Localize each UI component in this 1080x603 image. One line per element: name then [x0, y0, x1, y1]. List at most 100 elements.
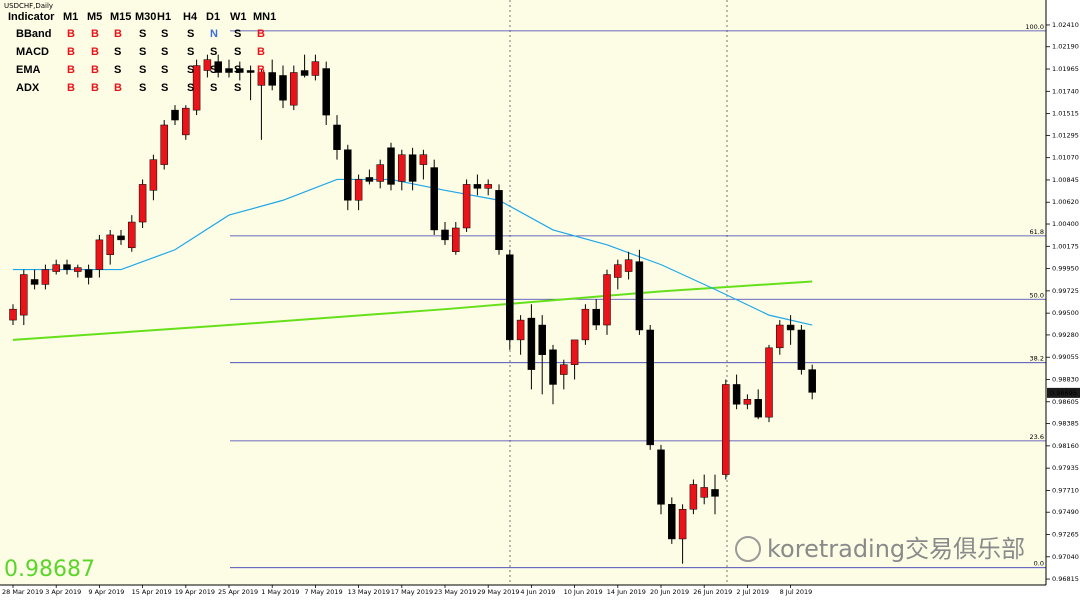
candle-body — [290, 72, 298, 106]
signal: B — [91, 82, 99, 94]
candle-body — [797, 329, 806, 370]
table-row-label: ADX — [16, 82, 40, 94]
plot-area — [0, 0, 1046, 585]
x-tick-label: 3 Apr 2019 — [45, 588, 81, 596]
candle-body — [182, 107, 190, 136]
y-tick-label: 0.99950 — [1052, 265, 1079, 273]
y-tick-label: 0.98605 — [1052, 398, 1079, 406]
candle-body — [117, 235, 125, 241]
y-tick-label: 0.97490 — [1052, 508, 1079, 516]
x-tick-label: 19 Apr 2019 — [175, 588, 215, 596]
candle-body — [192, 65, 201, 111]
watermark-logo — [735, 536, 761, 562]
last-price: 0.98695 — [1050, 389, 1077, 397]
candle-body — [657, 449, 665, 505]
candle-body — [624, 259, 633, 272]
candle-body — [754, 399, 762, 418]
table-header: Indicator — [8, 11, 55, 23]
candle-body — [689, 484, 698, 510]
signal: B — [114, 28, 122, 40]
bid-display: 0.98687 — [4, 557, 95, 582]
candle-body — [722, 384, 730, 475]
x-tick-label: 4 Jun 2019 — [520, 588, 555, 596]
y-tick-label: 0.99500 — [1052, 309, 1079, 317]
y-tick-label: 1.01070 — [1052, 154, 1079, 162]
candle-body — [376, 164, 384, 182]
x-tick-label: 9 Apr 2019 — [88, 588, 124, 596]
signal: S — [234, 64, 241, 76]
fib-label: 61.8 — [1030, 228, 1044, 236]
candle-body — [20, 274, 28, 316]
candle-body — [236, 68, 244, 73]
signal: B — [67, 64, 75, 76]
x-tick-label: 8 Jul 2019 — [780, 588, 813, 596]
signal: S — [161, 82, 168, 94]
candle-body — [322, 68, 330, 116]
y-tick-label: 0.99280 — [1052, 331, 1079, 339]
fib-label: 100.0 — [1025, 23, 1044, 31]
candle-body — [700, 487, 708, 498]
table-row-label: MACD — [16, 46, 49, 58]
y-tick-label: 1.01515 — [1052, 110, 1079, 118]
y-tick-label: 1.01965 — [1052, 65, 1079, 73]
candle-body — [592, 308, 600, 326]
x-tick-label: 13 May 2019 — [348, 588, 390, 596]
signal: S — [210, 46, 217, 58]
signal: S — [139, 28, 146, 40]
candle-body — [398, 154, 406, 182]
y-tick-label: 1.01740 — [1052, 87, 1079, 95]
y-tick-label: 1.00175 — [1052, 242, 1079, 250]
candle-body — [603, 274, 611, 326]
table-row-label: BBand — [16, 28, 51, 40]
table-header: D1 — [206, 11, 220, 23]
fib-label: 50.0 — [1030, 291, 1044, 299]
candle-body — [711, 489, 719, 497]
candle-body — [279, 75, 287, 101]
candle-body — [506, 254, 514, 341]
y-tick-label: 1.02190 — [1052, 43, 1079, 51]
candle-body — [635, 261, 644, 331]
x-tick-label: 17 May 2019 — [391, 588, 433, 596]
signal: N — [210, 28, 218, 40]
x-tick-label: 29 May 2019 — [477, 588, 519, 596]
signal: S — [139, 82, 146, 94]
signal: B — [67, 82, 75, 94]
signal: B — [91, 64, 99, 76]
y-tick-label: 0.96815 — [1052, 575, 1079, 583]
y-tick-label: 0.99725 — [1052, 287, 1079, 295]
y-tick-label: 1.01295 — [1052, 131, 1079, 139]
candle-body — [171, 109, 179, 121]
x-tick-label: 15 Apr 2019 — [132, 588, 172, 596]
chart-title: USDCHF,Daily — [4, 2, 53, 10]
y-tick-label: 1.00845 — [1052, 176, 1079, 184]
signal: B — [257, 28, 265, 40]
signal: S — [161, 46, 168, 58]
candle-body — [473, 184, 482, 189]
signal: S — [210, 64, 217, 76]
candle-body — [311, 61, 320, 76]
signal: S — [161, 64, 168, 76]
signal: B — [67, 28, 75, 40]
candle-body — [300, 70, 309, 76]
candle-body — [84, 269, 93, 278]
y-tick-label: 0.97935 — [1052, 464, 1079, 472]
y-tick-label: 0.99055 — [1052, 353, 1079, 361]
y-tick-label: 0.98160 — [1052, 442, 1079, 450]
last-price-box — [1047, 387, 1080, 398]
candle-body — [9, 308, 17, 321]
signal: S — [187, 46, 194, 58]
candle-body — [495, 190, 503, 251]
signal: S — [114, 46, 121, 58]
candle-body — [63, 264, 71, 270]
fib-label: 23.6 — [1030, 433, 1044, 441]
table-header: M30 — [135, 11, 156, 23]
candle-body — [668, 504, 676, 540]
signal: S — [187, 64, 194, 76]
candle-body — [106, 234, 114, 255]
y-tick-label: 0.97710 — [1052, 486, 1079, 494]
candle-body — [549, 349, 557, 385]
x-tick-label: 1 May 2019 — [261, 588, 299, 596]
signal: S — [234, 28, 241, 40]
signal: S — [161, 28, 168, 40]
candle-body — [441, 229, 449, 241]
